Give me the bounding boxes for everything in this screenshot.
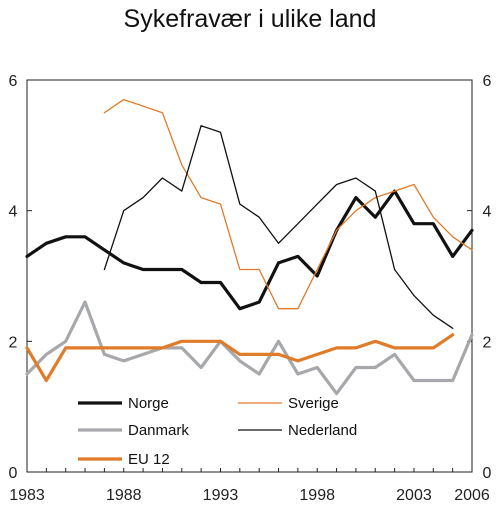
chart-title: Sykefravær i ulike land bbox=[124, 5, 377, 33]
x-tick-label: 2006 bbox=[454, 487, 490, 504]
y-tick-label-right: 6 bbox=[483, 73, 492, 90]
series-line-danmark bbox=[25, 300, 474, 396]
y-tick-label-left: 0 bbox=[9, 465, 18, 482]
x-tick-label: 1998 bbox=[299, 487, 335, 504]
y-tick-label-left: 4 bbox=[9, 204, 18, 221]
x-tick-label: 1988 bbox=[106, 487, 142, 504]
plot-frame bbox=[26, 79, 473, 473]
x-tick-label: 1993 bbox=[203, 487, 239, 504]
legend: Norge Sverige Danmark Nederland EU 12 bbox=[78, 395, 357, 468]
series-line-norge bbox=[25, 189, 474, 311]
y-tick-label-left: 2 bbox=[9, 334, 18, 351]
x-tick-label: 2003 bbox=[396, 487, 432, 504]
series-line-sverige bbox=[103, 98, 473, 310]
legend-label: Norge bbox=[128, 395, 169, 412]
series-lines bbox=[25, 98, 474, 396]
series-line-eu-12 bbox=[25, 333, 455, 383]
x-tick-label: 1983 bbox=[9, 487, 45, 504]
legend-label: Sverige bbox=[288, 395, 339, 412]
y-tick-label-right: 0 bbox=[483, 465, 492, 482]
y-tick-label-right: 2 bbox=[483, 334, 492, 351]
axis-ticks: 0 0 2 2 4 4 6 6 1983 1988 1993 1998 2003 2006 bbox=[9, 73, 492, 504]
y-tick-label-left: 6 bbox=[9, 73, 18, 90]
y-tick-label-right: 4 bbox=[483, 204, 492, 221]
legend-label: Nederland bbox=[288, 422, 357, 439]
legend-label: EU 12 bbox=[128, 451, 170, 468]
series-line-nederland bbox=[103, 125, 454, 329]
legend-label: Danmark bbox=[128, 422, 189, 439]
